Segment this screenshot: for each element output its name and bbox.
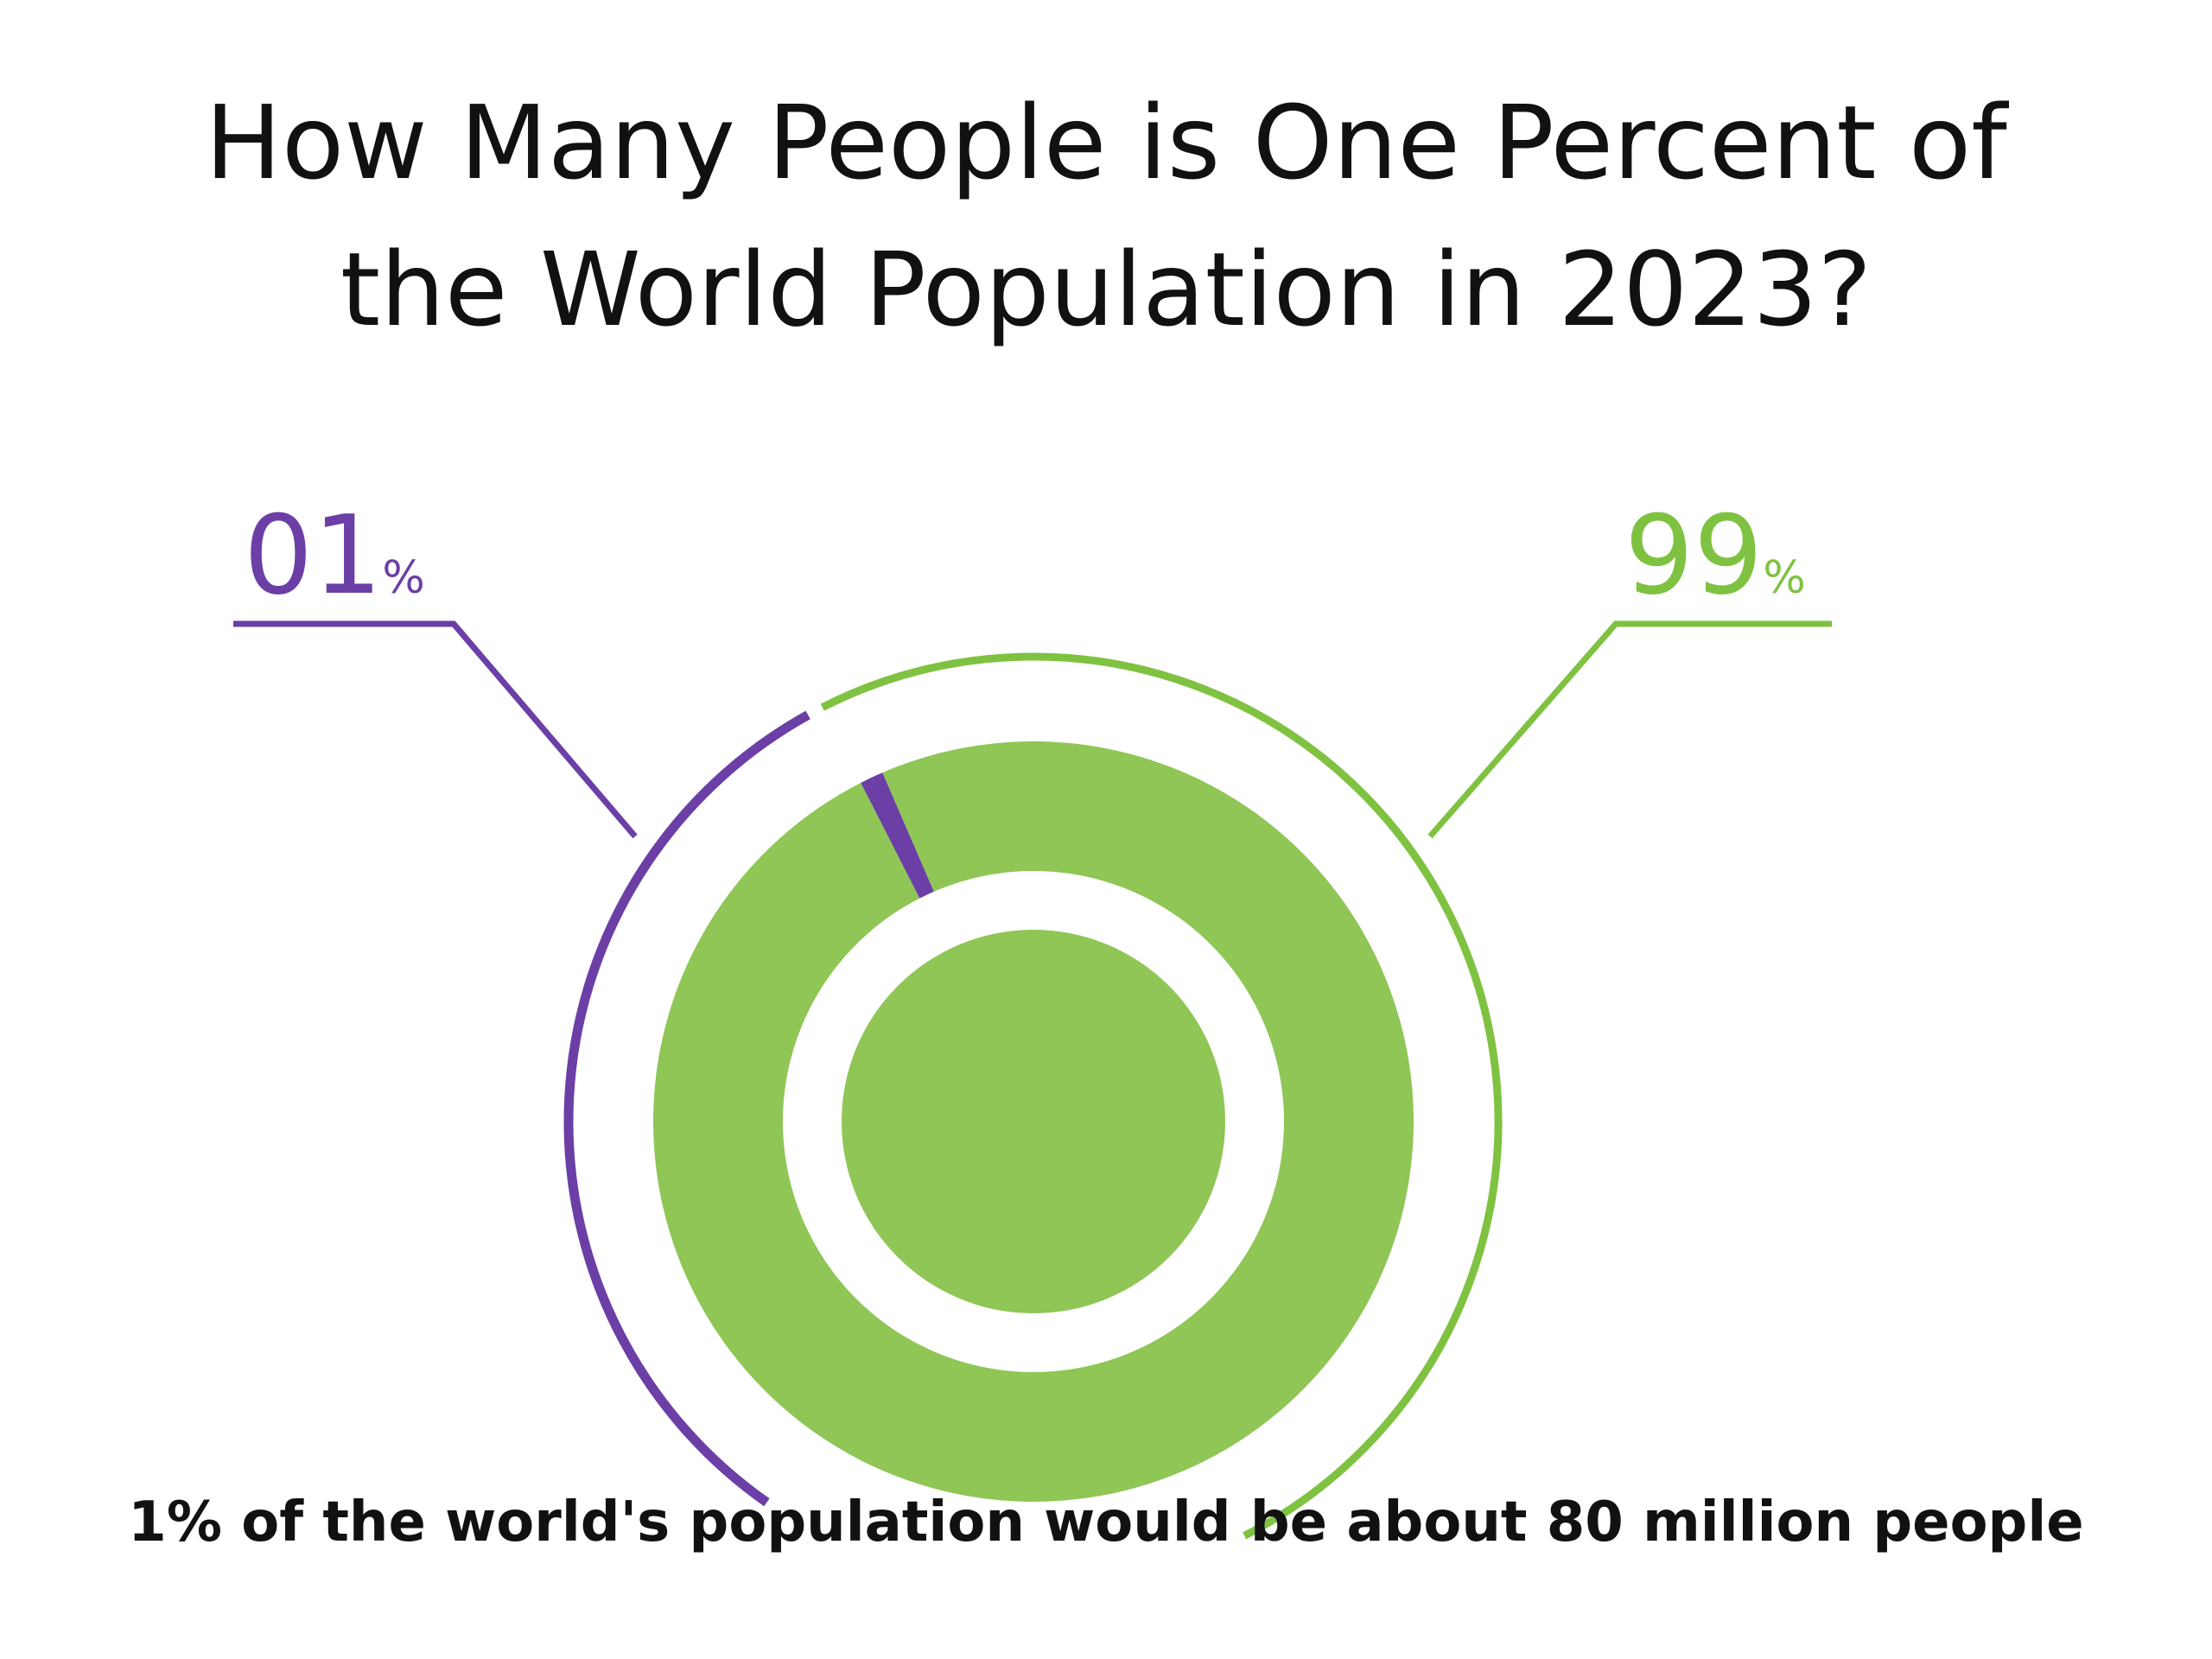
label-ninety-nine-percent-symbol: %: [1763, 552, 1806, 604]
leader-line-one-percent: [233, 620, 638, 839]
label-ninety-nine-percent-number: 99: [1624, 492, 1764, 619]
label-one-percent-symbol: %: [382, 552, 425, 604]
caption: 1% of the world's population would be ab…: [128, 1491, 2084, 1554]
ring-slice-ninety-nine-percent: [653, 741, 1414, 1502]
title-line-2: the World Population in 2023?: [340, 230, 1872, 349]
outer-arc-ninety-nine-percent: [820, 652, 1503, 1540]
label-ninety-nine-percent: 99%: [1624, 501, 1806, 610]
ring-slice-one-percent: [861, 772, 934, 899]
title-line-1: How Many People is One Percent of: [205, 83, 2007, 202]
label-one-percent-number: 01: [244, 492, 383, 619]
leader-line-ninety-nine-percent: [1427, 620, 1832, 839]
label-one-percent: 01%: [244, 501, 425, 610]
outer-arc-one-percent: [563, 710, 810, 1507]
chart-title: How Many People is One Percent of the Wo…: [0, 69, 2212, 363]
inner-disc: [842, 930, 1225, 1313]
